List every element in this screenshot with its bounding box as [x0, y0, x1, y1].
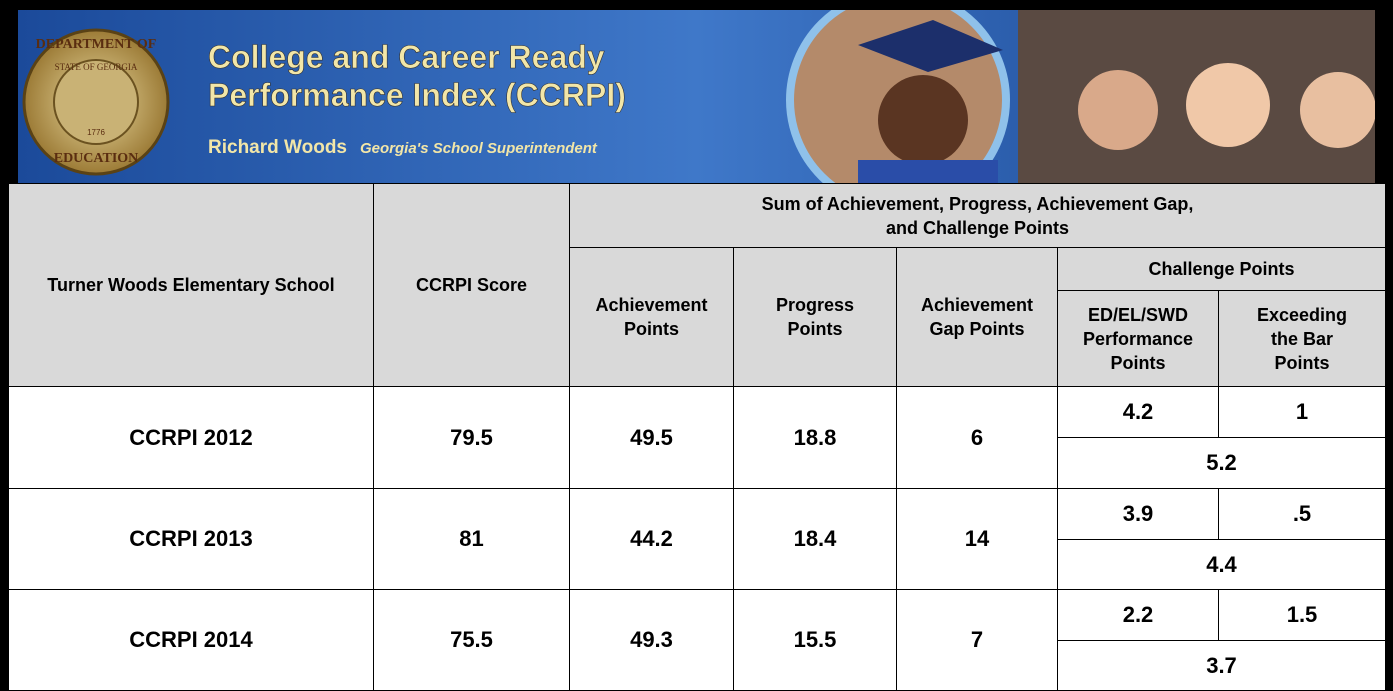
data-cell: 1.5	[1219, 590, 1386, 641]
seal-year: 1776	[87, 128, 105, 137]
photo-gown	[858, 160, 998, 183]
header-cell: Challenge Points	[1058, 248, 1386, 291]
seal-bottom: EDUCATION	[54, 151, 139, 166]
banner-title: Performance Index (CCRPI)	[208, 77, 626, 113]
data-cell: 2.2	[1058, 590, 1219, 641]
cell-line: Achievement	[570, 293, 733, 317]
data-cell: 75.5	[374, 590, 570, 691]
data-cell: 5.2	[1058, 438, 1386, 489]
seal-top: DEPARTMENT OF	[36, 37, 157, 52]
data-cell: 7	[897, 590, 1058, 691]
data-cell: .5	[1219, 489, 1386, 540]
cell-line: the Bar	[1219, 327, 1385, 351]
data-cell: 4.2	[1058, 387, 1219, 438]
banner-title: College and Career Ready	[208, 39, 605, 75]
data-cell: 1	[1219, 387, 1386, 438]
data-cell: 49.5	[570, 387, 734, 489]
data-cell: 6	[897, 387, 1058, 489]
data-cell: 4.4	[1058, 540, 1386, 590]
data-cell: CCRPI 2014	[9, 590, 374, 691]
page: DEPARTMENT OF STATE OF GEORGIA 1776 EDUC…	[0, 0, 1393, 690]
data-cell: 15.5	[734, 590, 897, 691]
data-cell: 3.9	[1058, 489, 1219, 540]
cell-line: Exceeding	[1219, 303, 1385, 327]
photo-face	[1186, 63, 1270, 147]
data-cell: 18.8	[734, 387, 897, 489]
data-cell: 44.2	[570, 489, 734, 590]
header-cell: CCRPI Score	[374, 184, 570, 387]
data-cell: 81	[374, 489, 570, 590]
banner: DEPARTMENT OF STATE OF GEORGIA 1776 EDUC…	[18, 10, 1375, 183]
photo-face	[1300, 72, 1375, 148]
cell-line: Points	[734, 317, 896, 341]
header-cell: Turner Woods Elementary School	[9, 184, 374, 387]
cell-line: ED/EL/SWD	[1058, 303, 1218, 327]
superintendent-role: Georgia's School Superintendent	[360, 140, 598, 157]
cell-line: Progress	[734, 293, 896, 317]
cell-line: Points	[1058, 351, 1218, 375]
superintendent-name: Richard Woods	[208, 137, 347, 158]
data-cell: 3.7	[1058, 641, 1386, 691]
cell-line: and Challenge Points	[570, 216, 1385, 240]
seal-ring: STATE OF GEORGIA	[55, 62, 138, 72]
cell-line: Achievement	[897, 293, 1057, 317]
cell-line: Performance	[1058, 327, 1218, 351]
data-cell: CCRPI 2013	[9, 489, 374, 590]
header-cell: Sum of Achievement, Progress, Achievemen…	[570, 184, 1386, 248]
cell-line: Points	[570, 317, 733, 341]
data-cell: 18.4	[734, 489, 897, 590]
photo-face	[878, 75, 968, 165]
data-cell: CCRPI 2012	[9, 387, 374, 489]
photo-face	[1078, 70, 1158, 150]
data-cell: 79.5	[374, 387, 570, 489]
cell-line: Gap Points	[897, 317, 1057, 341]
data-cell: 49.3	[570, 590, 734, 691]
data-cell: 14	[897, 489, 1058, 590]
cell-line: Sum of Achievement, Progress, Achievemen…	[570, 192, 1385, 216]
cell-line: Points	[1219, 351, 1385, 375]
